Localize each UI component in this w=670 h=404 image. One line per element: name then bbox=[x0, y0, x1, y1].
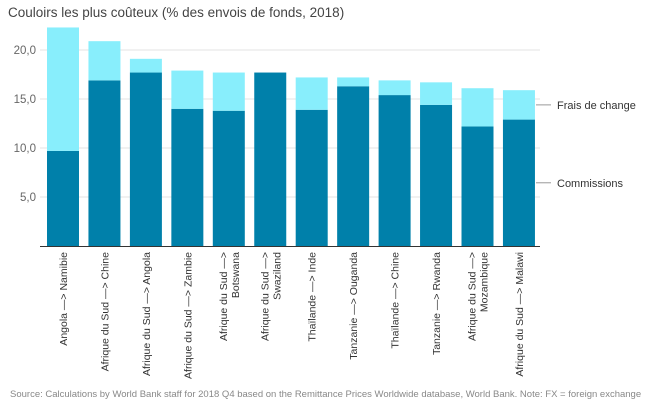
x-tick-label-line: Mozambique bbox=[479, 252, 491, 312]
bar-frais-de-change bbox=[129, 58, 162, 73]
bar-commissions bbox=[337, 86, 370, 246]
x-tick-label: Tanzanie —> Rwanda bbox=[431, 252, 443, 355]
legend-label: Frais de change bbox=[557, 100, 636, 112]
x-tick-label-line: Afrique du Sud —> Angola bbox=[141, 252, 153, 376]
y-tick-label: 15,0 bbox=[14, 94, 36, 106]
bar-commissions bbox=[420, 104, 453, 246]
x-tick-label: Afrique du Sud —> Swaziland bbox=[259, 252, 283, 341]
x-tick-label: Afrique du Sud —> Mozambique bbox=[467, 252, 491, 341]
chart-title: Couloirs les plus coûteux (% des envois … bbox=[8, 5, 344, 20]
bar-commissions bbox=[502, 119, 535, 246]
bar-commissions bbox=[295, 109, 328, 246]
x-tick-label-line: Afrique du Sud —> bbox=[259, 252, 271, 341]
bar-commissions bbox=[378, 95, 411, 246]
x-tick-label: Afrique du Sud —> Angola bbox=[141, 252, 153, 376]
bar-commissions bbox=[171, 108, 204, 246]
x-tick-label-line: Afrique du Sud —> Chine bbox=[99, 252, 111, 372]
x-tick-label-line: Afrique du Sud —> Zambie bbox=[182, 252, 194, 379]
bar-frais-de-change bbox=[378, 80, 411, 96]
x-tick-label-line: Afrique du Sud —> bbox=[467, 252, 479, 341]
x-tick-label-line: Tanzanie —> Rwanda bbox=[431, 252, 443, 355]
x-tick-label-line: Swaziland bbox=[271, 252, 283, 300]
x-tick-label-line: Tanzanie —> Ouganda bbox=[348, 252, 360, 360]
x-tick-label: Tanzanie —> Ouganda bbox=[348, 252, 360, 360]
bar-frais-de-change bbox=[47, 27, 79, 151]
y-tick-label: 10,0 bbox=[14, 143, 36, 155]
bar-frais-de-change bbox=[295, 77, 328, 110]
bar-commissions bbox=[212, 110, 245, 246]
x-tick-label: Afrique du Sud —> Chine bbox=[99, 252, 111, 372]
bar-frais-de-change bbox=[212, 72, 245, 111]
bar-frais-de-change bbox=[420, 82, 453, 105]
bar-commissions bbox=[129, 72, 162, 246]
x-tick-label: Thaïlande —> Inde bbox=[307, 252, 319, 342]
bar-frais-de-change bbox=[502, 90, 535, 120]
bar-commissions bbox=[47, 150, 79, 246]
bar-commissions bbox=[88, 80, 121, 246]
source-note: Source: Calculations by World Bank staff… bbox=[10, 389, 641, 400]
x-tick-label-line: Thaïlande —> Inde bbox=[307, 252, 319, 342]
bar-frais-de-change bbox=[461, 88, 494, 127]
x-tick-label: Afrique du Sud —> Botswana bbox=[218, 252, 242, 341]
bar-frais-de-change bbox=[337, 77, 370, 87]
x-tick-label-line: Thaïlande —> Chine bbox=[390, 252, 402, 349]
x-tick-label-line: Angola —> Namibie bbox=[58, 252, 70, 346]
x-tick-label-line: Afrique du Sud —> Malawi bbox=[514, 252, 526, 377]
bar-frais-de-change bbox=[171, 70, 204, 109]
bar-commissions bbox=[254, 72, 287, 246]
bar-frais-de-change bbox=[88, 41, 121, 81]
x-tick-label-line: Botswana bbox=[230, 252, 242, 298]
x-tick-label-line: Afrique du Sud —> bbox=[218, 252, 230, 341]
legend-label: Commissions bbox=[557, 178, 624, 190]
y-tick-label: 20,0 bbox=[14, 45, 36, 57]
bar-commissions bbox=[461, 126, 494, 246]
x-tick-label: Thaïlande —> Chine bbox=[390, 252, 402, 349]
y-tick-label: 5,0 bbox=[20, 192, 36, 204]
x-tick-label: Afrique du Sud —> Zambie bbox=[182, 252, 194, 379]
x-tick-label: Afrique du Sud —> Malawi bbox=[514, 252, 526, 377]
x-tick-label: Angola —> Namibie bbox=[58, 252, 70, 346]
